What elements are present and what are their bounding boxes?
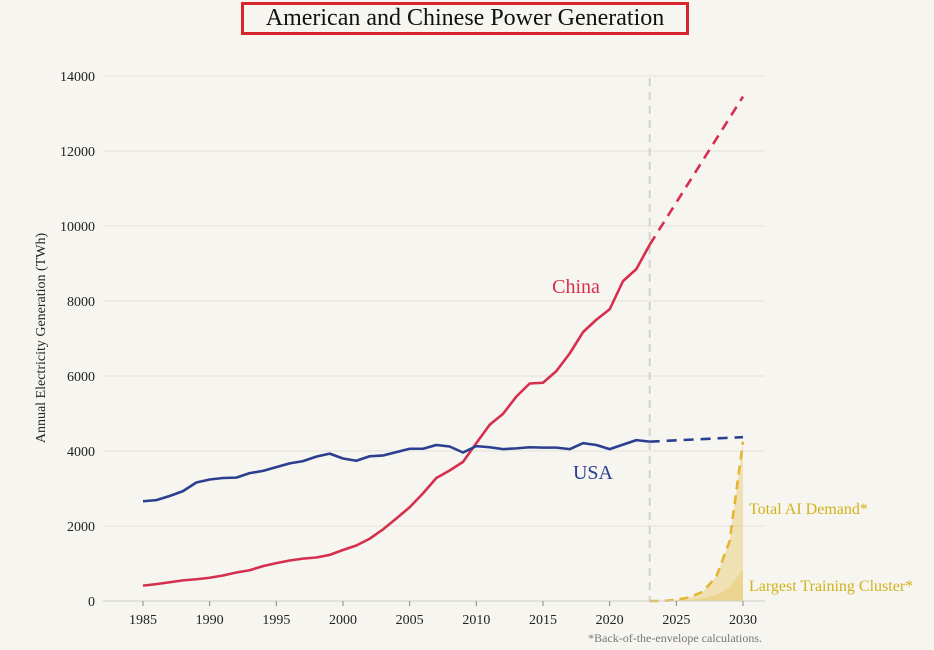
- x-tick-label: 2025: [662, 613, 690, 628]
- footnote: *Back-of-the-envelope calculations.: [588, 631, 762, 645]
- china-projection-line: [648, 95, 745, 246]
- annotations-layer: China USA Total AI Demand* Largest Training…: [552, 276, 913, 595]
- y-axis-label: Annual Electricity Generation (TWh): [34, 233, 49, 444]
- y-tick-label: 4000: [67, 445, 95, 460]
- axis-ticks: 0 2000 4000 6000 8000 10000 12000 14000 1985 1990…: [60, 70, 765, 628]
- y-tick-label: 6000: [67, 370, 95, 385]
- x-tick-label: 2030: [729, 613, 757, 628]
- ai-demand-area: [649, 441, 743, 601]
- y-tick-label: 0: [88, 595, 95, 610]
- usa-label: USA: [573, 462, 614, 484]
- total-ai-demand-label: Total AI Demand*: [749, 501, 868, 518]
- x-tick-label: 2005: [396, 613, 424, 628]
- chart-title: American and Chinese Power Generation: [265, 5, 665, 31]
- usa-line: [142, 438, 650, 503]
- x-tick-label: 2000: [329, 613, 357, 628]
- gridlines: [103, 75, 765, 602]
- x-tick-label: 1995: [262, 613, 290, 628]
- x-tick-label: 2015: [529, 613, 557, 628]
- y-tick-label: 14000: [60, 70, 95, 85]
- largest-training-cluster-label: Largest Training Cluster*: [749, 578, 913, 595]
- training-cluster-area: [649, 569, 743, 601]
- china-line: [142, 244, 651, 587]
- series-lines: [142, 95, 745, 603]
- usa-projection-line: [649, 435, 744, 443]
- y-tick-label: 2000: [67, 520, 95, 535]
- china-label: China: [552, 276, 600, 298]
- y-tick-label: 8000: [67, 295, 95, 310]
- area-layer: [649, 441, 743, 601]
- x-tick-label: 2010: [462, 613, 490, 628]
- y-tick-label: 12000: [60, 145, 95, 160]
- chart-title-box: American and Chinese Power Generation: [241, 2, 689, 35]
- y-tick-label: 10000: [60, 220, 95, 235]
- x-tick-label: 1990: [196, 613, 224, 628]
- x-tick-label: 1985: [129, 613, 157, 628]
- x-tick-label: 2020: [596, 613, 624, 628]
